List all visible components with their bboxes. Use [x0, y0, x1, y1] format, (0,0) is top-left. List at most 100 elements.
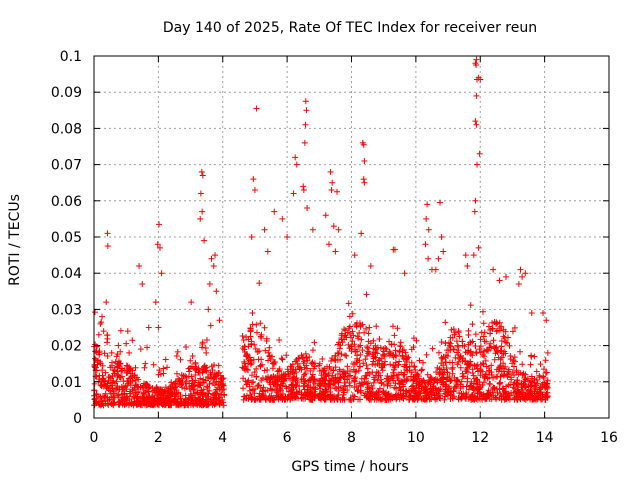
data-point: [356, 396, 363, 403]
data-point: [372, 392, 379, 399]
data-point: [488, 362, 495, 369]
data-point: [389, 323, 396, 330]
data-point: [503, 273, 509, 280]
data-point: [503, 383, 510, 390]
data-point: [281, 373, 288, 380]
data-point: [473, 350, 480, 357]
data-point: [174, 348, 181, 355]
data-point: [305, 377, 312, 384]
data-point: [467, 302, 474, 309]
data-point: [399, 381, 406, 388]
data-point: [519, 361, 526, 368]
data-point: [441, 396, 448, 403]
data-point: [107, 364, 114, 371]
data-point: [453, 377, 460, 384]
data-point: [399, 393, 406, 400]
data-point: [155, 324, 162, 331]
data-point: [421, 387, 428, 394]
data-point: [220, 399, 227, 406]
data-point: [173, 370, 180, 377]
data-point: [357, 351, 364, 358]
data-point: [423, 395, 430, 402]
data-point: [353, 323, 360, 330]
data-point: [246, 354, 253, 361]
data-point: [542, 357, 549, 364]
data-point: [360, 141, 367, 148]
data-point: [441, 369, 448, 376]
data-point: [471, 396, 478, 403]
data-point: [308, 360, 315, 367]
data-point: [410, 377, 417, 384]
data-point: [243, 392, 250, 399]
data-point: [375, 388, 382, 395]
data-point: [361, 329, 368, 336]
data-point: [459, 338, 466, 345]
data-point: [352, 348, 359, 355]
data-point: [245, 343, 252, 350]
data-point: [455, 359, 462, 366]
data-point: [219, 396, 226, 403]
data-point: [522, 270, 529, 277]
data-point: [137, 346, 144, 353]
data-point: [139, 281, 146, 288]
data-point: [496, 277, 503, 284]
data-point: [358, 375, 365, 382]
data-point: [290, 190, 297, 197]
data-point: [171, 398, 178, 405]
data-point: [303, 355, 310, 362]
data-point: [263, 337, 270, 344]
data-point: [449, 334, 456, 341]
data-point: [306, 354, 313, 361]
data-point: [494, 373, 501, 380]
data-point: [118, 383, 125, 390]
data-point: [173, 353, 180, 360]
data-point: [387, 350, 394, 357]
data-point: [456, 390, 463, 397]
data-point: [463, 389, 470, 396]
data-point: [490, 337, 497, 344]
data-point: [198, 397, 205, 404]
data-point: [430, 384, 437, 391]
x-tick-label: 2: [154, 430, 163, 446]
data-point: [221, 392, 228, 399]
data-point: [488, 371, 495, 378]
data-point: [436, 365, 443, 372]
data-point: [219, 387, 226, 394]
data-point: [450, 388, 457, 395]
data-point: [391, 332, 398, 339]
data-point: [437, 392, 444, 399]
data-point: [290, 373, 297, 380]
data-point: [338, 330, 345, 337]
data-point: [363, 325, 370, 332]
data-point: [292, 391, 299, 398]
data-point: [495, 347, 502, 354]
data-point: [182, 396, 189, 403]
data-point: [108, 382, 115, 389]
data-point: [110, 402, 117, 409]
data-point: [295, 355, 302, 362]
data-point: [384, 372, 391, 379]
data-point: [165, 401, 172, 408]
data-point: [336, 345, 343, 352]
data-point: [410, 385, 417, 392]
data-point: [257, 320, 264, 327]
data-point: [156, 221, 163, 228]
data-point: [157, 397, 164, 404]
x-axis-label: GPS time / hours: [291, 459, 408, 475]
data-point: [243, 352, 250, 359]
data-point: [522, 384, 529, 391]
data-point: [481, 353, 488, 360]
data-point: [464, 262, 471, 269]
data-point: [342, 352, 349, 359]
data-point: [360, 360, 367, 367]
data-point: [284, 234, 291, 240]
data-point: [281, 377, 288, 384]
data-point: [101, 378, 108, 385]
data-point: [200, 379, 207, 386]
data-point: [199, 340, 206, 347]
data-point: [141, 400, 148, 407]
data-point: [256, 348, 263, 355]
data-point: [497, 391, 504, 398]
y-tick-label: 0.02: [51, 339, 82, 355]
data-point: [349, 310, 356, 317]
